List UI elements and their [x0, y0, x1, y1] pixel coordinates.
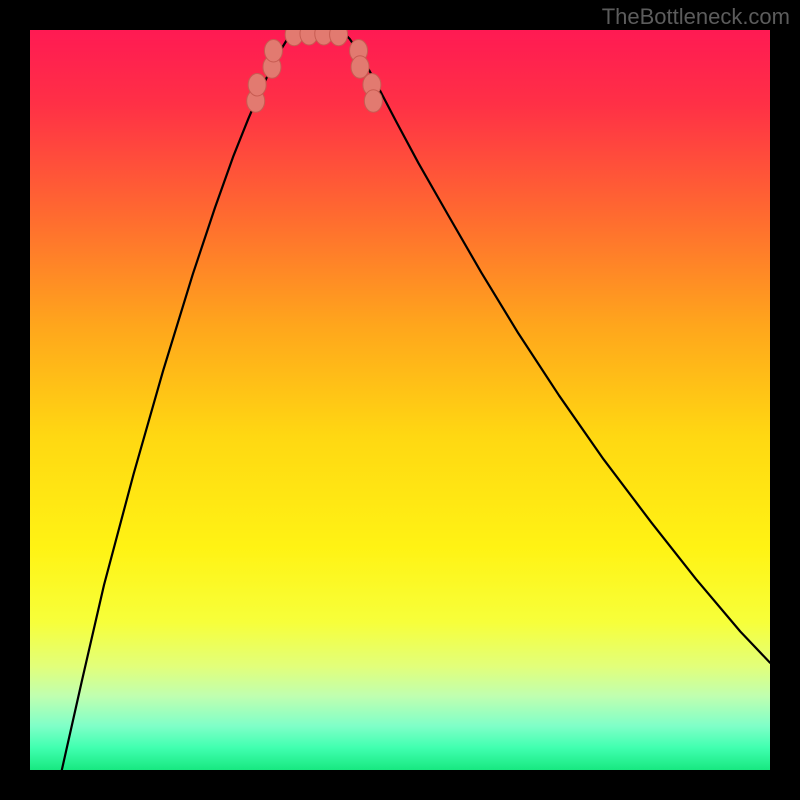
- marker-point: [351, 56, 369, 79]
- marker-point: [248, 74, 266, 97]
- marker-point: [364, 90, 382, 113]
- plot-area: [30, 30, 770, 770]
- gradient-background: [30, 30, 770, 770]
- plot-svg: [30, 30, 770, 770]
- watermark-label: TheBottleneck.com: [602, 4, 790, 30]
- chart-frame: TheBottleneck.com: [0, 0, 800, 800]
- marker-point: [264, 39, 282, 62]
